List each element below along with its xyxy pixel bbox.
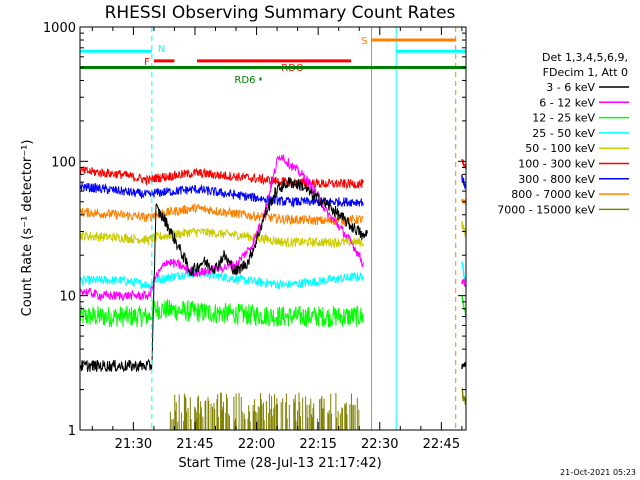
legend-label-25-50-kev: 25 - 50 keV — [532, 127, 595, 140]
y-tick-label: 10 — [59, 290, 76, 305]
y-tick-label: 1000 — [43, 21, 76, 36]
legend-header-line-1: Det 1,3,4,5,6,9, — [542, 51, 628, 64]
generated-timestamp: 21-Oct-2021 05:23 — [560, 468, 636, 477]
series-line-50-100-kev — [80, 227, 364, 249]
y-tick-label: 1 — [68, 424, 76, 439]
series-tail-300-800-kev — [461, 174, 466, 190]
series-tail-12-25-kev — [461, 294, 466, 318]
legend-label-100-300-kev: 100 - 300 keV — [518, 158, 595, 171]
legend: Det 1,3,4,5,6,9, FDecim 1, Att 0 3 - 6 k… — [497, 51, 629, 216]
x-tick-label: 22:15 — [299, 437, 336, 452]
series-line-25-50-kev — [80, 268, 364, 290]
series-12-25-kev — [80, 294, 466, 328]
chart-title: RHESSI Observing Summary Count Rates — [105, 3, 456, 23]
series-line-100-300-kev — [80, 166, 364, 190]
series-tail-3-6-kev — [461, 360, 466, 369]
series-line-3-6-kev — [80, 176, 368, 373]
x-tick-label: 21:30 — [115, 437, 152, 452]
flag-label-s: S — [361, 36, 367, 47]
legend-label-300-800-kev: 300 - 800 keV — [518, 173, 595, 186]
legend-label-800-7000-kev: 800 - 7000 keV — [511, 188, 595, 201]
series-300-800-kev — [80, 174, 466, 209]
legend-header-line-2: FDecim 1, Att 0 — [543, 66, 628, 79]
plot-frame — [79, 26, 467, 431]
x-tick-label: 22:45 — [423, 437, 460, 452]
y-tick-label: 100 — [51, 155, 76, 170]
x-tick-label: 21:45 — [176, 437, 213, 452]
axis-ticks: 21:30 21:45 22:00 22:15 22:30 22:45 1 10 100 1000 — [43, 21, 466, 452]
series-tail-25-50-kev — [461, 261, 466, 284]
series-tail-6-12-kev — [461, 278, 466, 288]
series-layer — [80, 153, 466, 430]
x-tick-label: 22:30 — [361, 437, 398, 452]
legend-label-6-12-kev: 6 - 12 keV — [539, 96, 595, 109]
series-line-800-7000-kev — [80, 203, 364, 226]
y-axis-label: Count Rate (s⁻¹ detector⁻¹) — [20, 140, 35, 317]
flag-label-f: F — [144, 57, 150, 68]
series-tail-800-7000-kev — [461, 198, 466, 205]
legend-label-3-6-kev: 3 - 6 keV — [546, 81, 595, 94]
flag-bars: NFRDOSRD6 — [80, 36, 466, 86]
series-tail-7000-15000-kev — [461, 387, 466, 405]
x-tick-label: 22:00 — [238, 437, 275, 452]
series-800-7000-kev — [80, 198, 466, 226]
x-axis-label: Start Time (28-Jul-13 21:17:42) — [178, 456, 381, 471]
legend-label-7000-15000-kev: 7000 - 15000 keV — [497, 203, 595, 216]
flag-label-n: N — [158, 44, 165, 55]
series-line-300-800-kev — [80, 182, 364, 209]
flag-label-rd6: RD6 — [234, 75, 255, 86]
legend-label-12-25-kev: 12 - 25 keV — [532, 112, 595, 125]
series-line-12-25-kev — [80, 299, 364, 328]
series-7000-15000-kev — [169, 387, 466, 430]
series-25-50-kev — [80, 261, 466, 290]
series-3-6-kev — [80, 176, 466, 373]
legend-label-50-100-kev: 50 - 100 keV — [525, 142, 595, 155]
